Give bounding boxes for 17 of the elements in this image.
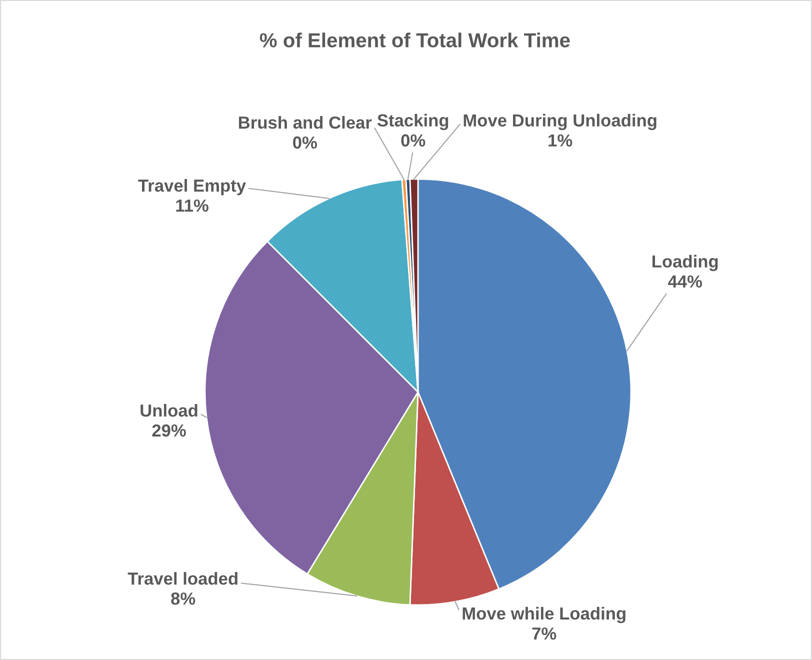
data-label: 11% bbox=[176, 199, 208, 212]
slice-label: Travel loaded bbox=[128, 572, 238, 585]
slice-label: Move while Loading bbox=[462, 606, 626, 624]
slice-label: Brush and Clear bbox=[239, 116, 372, 129]
data-label: 0% bbox=[401, 134, 426, 147]
data-label: 0% bbox=[293, 136, 317, 149]
data-label: 1% bbox=[548, 134, 572, 147]
slice-label: Travel Empty bbox=[138, 179, 246, 196]
data-label: 8% bbox=[171, 592, 196, 605]
slice-label: Loading bbox=[652, 254, 718, 272]
data-label: 29% bbox=[152, 424, 186, 437]
data-label: 7% bbox=[532, 627, 556, 640]
slice-label: Move During Unloading bbox=[464, 114, 656, 130]
chart-title: % of Element of Total Work Time bbox=[260, 32, 570, 48]
slice-label: Unload bbox=[140, 404, 198, 417]
slice-label: Stacking bbox=[377, 114, 448, 130]
data-label: 44% bbox=[668, 275, 702, 288]
